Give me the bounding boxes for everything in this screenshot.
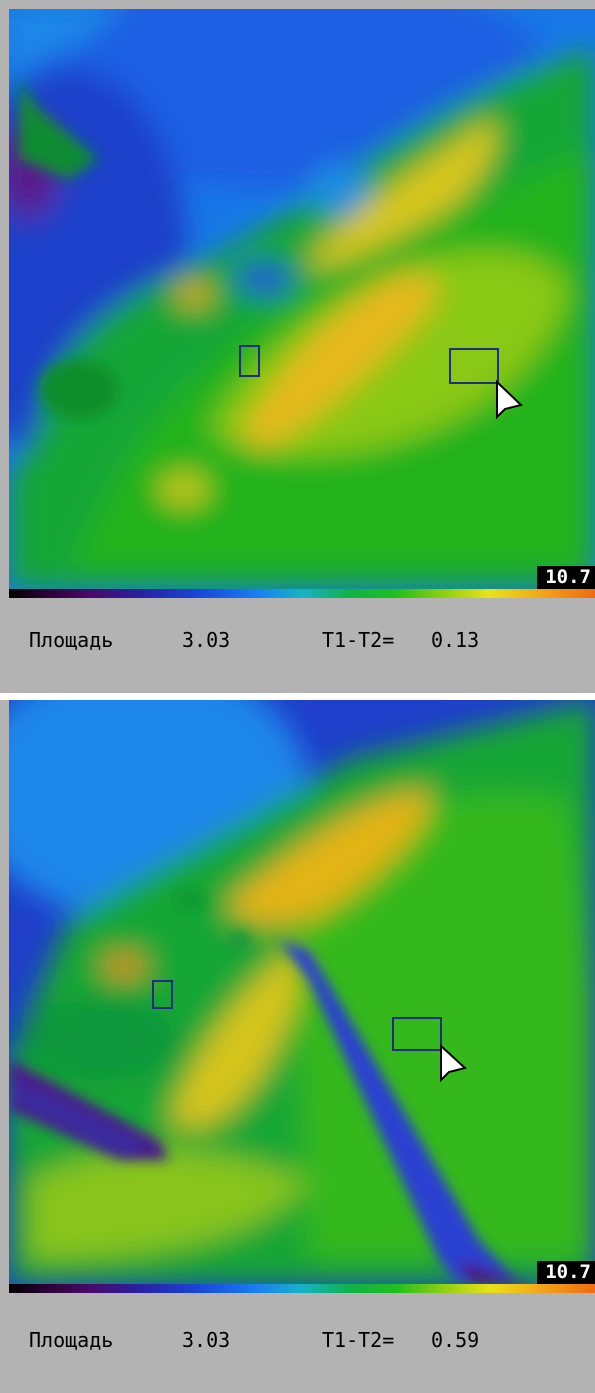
scale-max-readout: 10.7 (537, 1261, 595, 1284)
measurement-row: Площадь 3.03 T1-T2= 0.13 (0, 620, 595, 660)
cursor-arrow-icon (496, 379, 523, 420)
roi-small-rect[interactable] (239, 345, 260, 377)
thermal-image-1-canvas (9, 9, 595, 589)
measurement-row: Площадь 3.03 T1-T2= 0.59 (0, 1320, 595, 1360)
temperature-diff-label: T1-T2= (322, 1328, 395, 1352)
area-label: Площадь (29, 1328, 114, 1352)
roi-large-rect[interactable] (392, 1017, 442, 1051)
temperature-diff-value: 0.13 (431, 628, 480, 652)
thermal-image-2[interactable]: 10.7 (9, 700, 595, 1284)
color-scale-bar (9, 1284, 595, 1293)
roi-small-rect[interactable] (152, 980, 173, 1009)
area-value: 3.03 (182, 1328, 231, 1352)
thermal-image-1[interactable]: 10.7 (9, 9, 595, 589)
color-scale-bar (9, 589, 595, 598)
roi-large-rect[interactable] (449, 348, 499, 384)
area-label: Площадь (29, 628, 114, 652)
area-value: 3.03 (182, 628, 231, 652)
cursor-arrow-icon (440, 1043, 468, 1083)
temperature-diff-label: T1-T2= (322, 628, 395, 652)
thermal-panel-2: 10.7 Площадь 3.03 T1-T2= 0.59 (0, 700, 595, 1393)
thermal-panel-1: 10.7 Площадь 3.03 T1-T2= 0.13 (0, 0, 595, 693)
thermal-image-2-canvas (9, 700, 595, 1284)
temperature-diff-value: 0.59 (431, 1328, 480, 1352)
scale-max-readout: 10.7 (537, 566, 595, 589)
